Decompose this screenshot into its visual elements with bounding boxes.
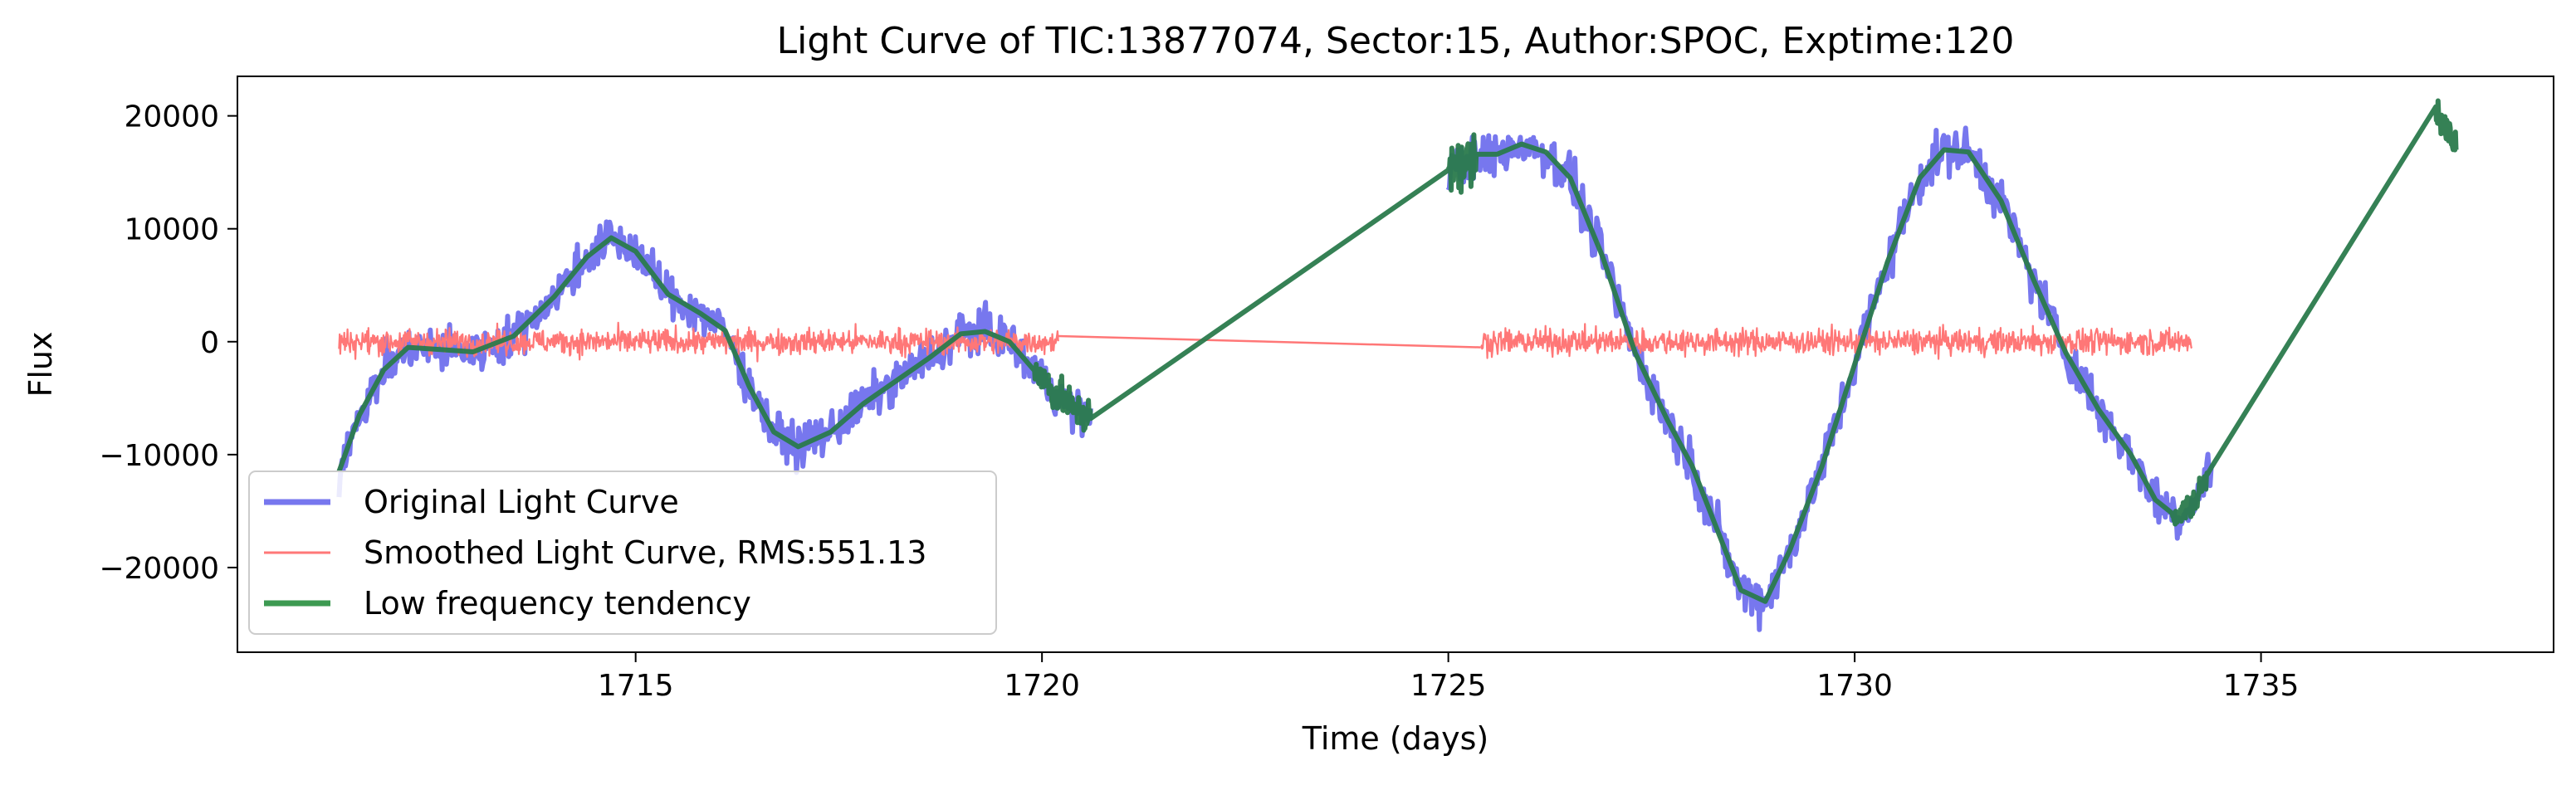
legend-box (248, 471, 997, 635)
x-tick-label-1730: 1730 (1816, 669, 1893, 703)
legend-label-smoothed: Smoothed Light Curve, RMS:551.13 (364, 534, 926, 571)
chart-title: Light Curve of TIC:13877074, Sector:15, … (777, 20, 2015, 62)
y-tick-label-0: 0 (200, 326, 219, 360)
y-tick-label-10000: 10000 (124, 213, 219, 247)
x-tick-label-1725: 1725 (1410, 669, 1487, 703)
y-axis: −20000 −10000 0 10000 20000 (99, 100, 237, 586)
smoothed-curve-connector (1058, 334, 1481, 349)
y-axis-label: Flux (22, 332, 59, 397)
y-tick-label--20000: −20000 (99, 552, 219, 586)
y-tick-label-20000: 20000 (124, 100, 219, 134)
legend-label-original: Original Light Curve (364, 484, 679, 520)
x-tick-label-1715: 1715 (598, 669, 674, 703)
tendency-curve (336, 98, 2459, 604)
x-tick-label-1735: 1735 (2223, 669, 2300, 703)
plot-content (336, 98, 2459, 632)
smoothed-curve-segment-1 (1480, 323, 2193, 360)
legend: Original Light Curve Smoothed Light Curv… (248, 471, 997, 635)
y-tick-label--10000: −10000 (99, 439, 219, 473)
x-axis: 1715 1720 1725 1730 1735 (598, 652, 2300, 703)
axes-frame (237, 76, 2554, 653)
x-tick-label-1720: 1720 (1004, 669, 1080, 703)
plot-area (336, 98, 2459, 632)
x-axis-label: Time (days) (1302, 720, 1488, 757)
legend-label-tendency: Low frequency tendency (364, 585, 751, 622)
